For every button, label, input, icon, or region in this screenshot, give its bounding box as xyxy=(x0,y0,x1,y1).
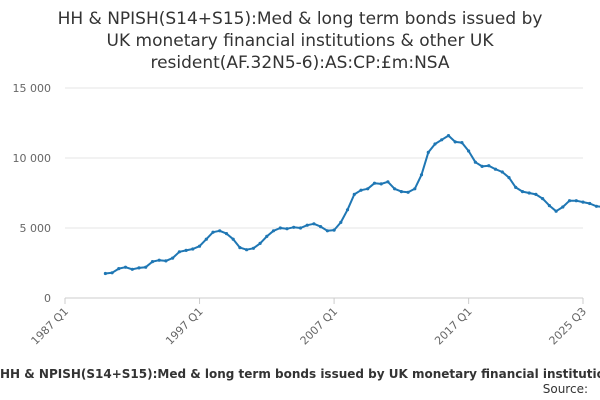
data-point[interactable] xyxy=(245,248,249,252)
data-point[interactable] xyxy=(204,237,208,241)
data-point[interactable] xyxy=(514,185,518,189)
chart-title-line-2: UK monetary financial institutions & oth… xyxy=(106,31,494,51)
chart-title: HH & NPISH(S14+S15):Med & long term bond… xyxy=(0,8,600,74)
grid-lines xyxy=(65,87,583,229)
data-point[interactable] xyxy=(238,246,242,250)
data-point[interactable] xyxy=(500,170,504,174)
data-point[interactable] xyxy=(507,176,511,180)
data-point[interactable] xyxy=(144,265,148,269)
chart-title-line-1: HH & NPISH(S14+S15):Med & long term bond… xyxy=(57,9,543,29)
data-point[interactable] xyxy=(366,187,370,191)
legend-label[interactable]: HH & NPISH(S14+S15):Med & long term bond… xyxy=(0,367,600,381)
data-point[interactable] xyxy=(103,271,107,276)
data-point[interactable] xyxy=(588,201,592,206)
x-tick-label: 1987 Q1 xyxy=(29,305,72,348)
data-point[interactable] xyxy=(379,182,383,186)
x-tick-label: 1997 Q1 xyxy=(163,305,206,348)
data-point[interactable] xyxy=(406,190,410,194)
data-point[interactable] xyxy=(547,204,552,208)
chart-title-line-3: resident(AF.32N5-6):AS:CP:£m:NSA xyxy=(150,53,450,73)
data-point[interactable] xyxy=(332,228,336,232)
data-point[interactable] xyxy=(399,190,403,194)
x-tick-label: 2025 Q3 xyxy=(547,305,590,348)
data-point[interactable] xyxy=(345,208,350,212)
data-point[interactable] xyxy=(292,225,296,229)
data-point[interactable] xyxy=(197,244,202,248)
data-point[interactable] xyxy=(467,149,471,153)
data-point[interactable] xyxy=(258,241,262,245)
data-point[interactable] xyxy=(150,260,155,264)
data-point[interactable] xyxy=(372,181,377,185)
data-point[interactable] xyxy=(312,222,316,226)
y-tick-label: 5 000 xyxy=(20,222,52,235)
data-point[interactable] xyxy=(117,267,121,271)
data-point[interactable] xyxy=(554,209,558,213)
data-point[interactable] xyxy=(191,247,195,251)
data-point[interactable] xyxy=(177,250,181,254)
data-point[interactable] xyxy=(319,225,323,229)
series[interactable] xyxy=(103,134,600,276)
data-point[interactable] xyxy=(413,187,417,191)
data-point[interactable] xyxy=(594,204,599,208)
x-tick-label: 2017 Q1 xyxy=(432,305,475,348)
data-point[interactable] xyxy=(271,229,276,233)
data-point[interactable] xyxy=(446,134,451,138)
data-point[interactable] xyxy=(453,140,457,144)
data-point[interactable] xyxy=(285,227,289,231)
data-point[interactable] xyxy=(164,259,168,263)
data-point[interactable] xyxy=(433,142,437,146)
data-point[interactable] xyxy=(130,267,134,271)
data-point[interactable] xyxy=(567,199,572,203)
y-tick-label: 10 000 xyxy=(13,152,52,165)
data-point[interactable] xyxy=(440,138,444,142)
data-point[interactable] xyxy=(231,237,235,241)
data-point[interactable] xyxy=(419,173,424,177)
data-point[interactable] xyxy=(352,192,356,196)
data-point[interactable] xyxy=(224,232,229,236)
data-point[interactable] xyxy=(251,246,255,250)
data-point[interactable] xyxy=(541,197,545,201)
data-point[interactable] xyxy=(393,187,397,191)
data-point[interactable] xyxy=(527,191,531,195)
data-point[interactable] xyxy=(426,150,430,154)
x-tick-label: 2007 Q1 xyxy=(298,305,341,348)
data-point[interactable] xyxy=(574,199,578,203)
data-point[interactable] xyxy=(473,160,477,164)
data-point[interactable] xyxy=(561,205,565,209)
data-point[interactable] xyxy=(211,230,215,234)
data-point[interactable] xyxy=(278,226,282,230)
data-point[interactable] xyxy=(487,164,491,168)
data-point[interactable] xyxy=(218,229,222,233)
y-tick-label: 15 000 xyxy=(13,82,52,95)
data-point[interactable] xyxy=(123,265,128,269)
data-point[interactable] xyxy=(493,167,498,171)
data-point[interactable] xyxy=(110,271,114,275)
data-point[interactable] xyxy=(265,234,269,238)
data-point[interactable] xyxy=(460,141,464,145)
data-point[interactable] xyxy=(171,256,175,260)
data-point[interactable] xyxy=(480,164,484,168)
source-label: Source: xyxy=(542,382,588,396)
y-tick-label: 0 xyxy=(44,292,51,305)
data-point[interactable] xyxy=(157,258,161,262)
data-point[interactable] xyxy=(359,188,363,192)
data-point[interactable] xyxy=(325,229,329,233)
data-point[interactable] xyxy=(581,200,585,204)
data-point[interactable] xyxy=(305,223,309,227)
data-point[interactable] xyxy=(386,180,390,184)
data-point[interactable] xyxy=(298,226,303,230)
data-point[interactable] xyxy=(137,266,141,270)
data-point[interactable] xyxy=(534,192,538,196)
axes: 0 5 000 10 000 15 000 1987 Q1 1997 Q1 2007 Q1 2… xyxy=(13,82,590,347)
data-point[interactable] xyxy=(184,248,188,252)
data-point[interactable] xyxy=(520,190,525,194)
data-point[interactable] xyxy=(339,220,343,224)
